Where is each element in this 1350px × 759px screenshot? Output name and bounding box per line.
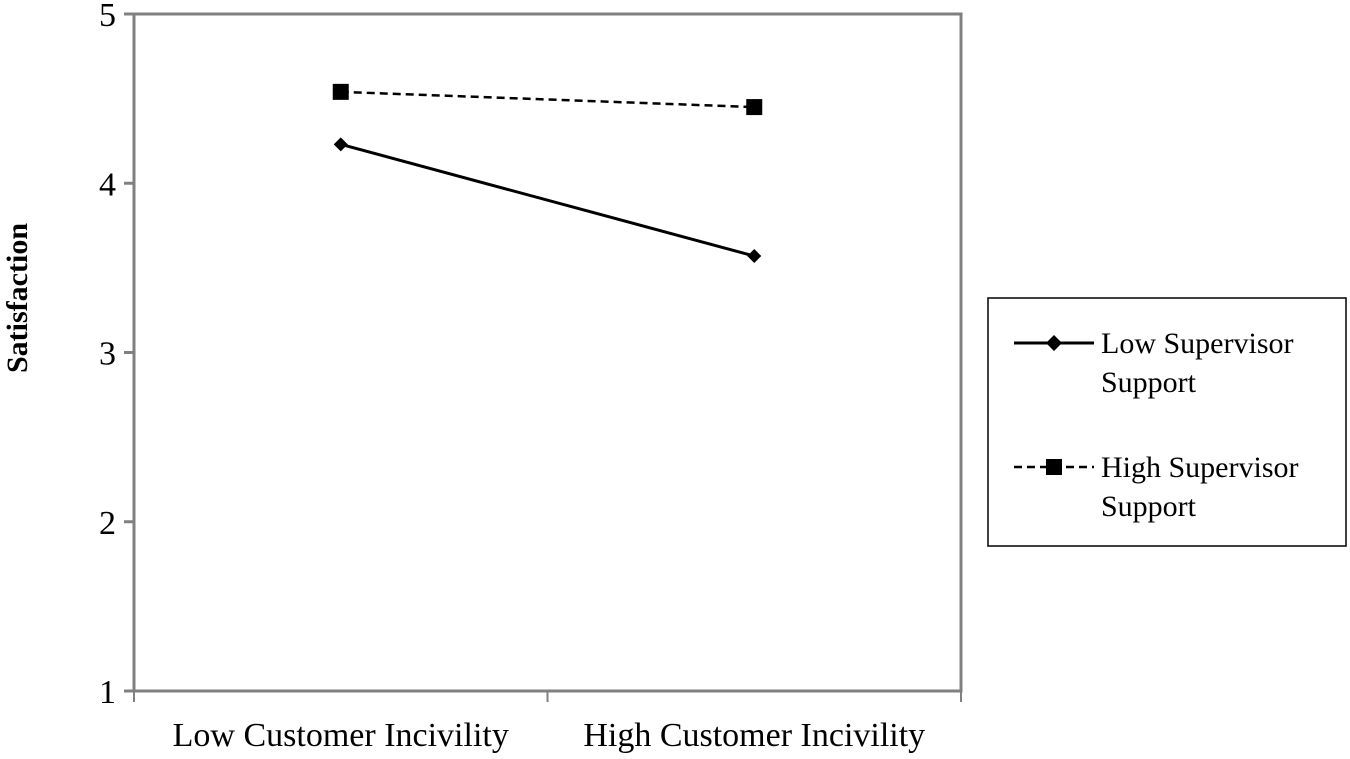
y-axis-title: Satisfaction: [1, 223, 34, 373]
series-layer: [332, 83, 763, 264]
y-tick-label: 5: [99, 0, 116, 34]
y-tick-label: 1: [99, 674, 116, 711]
legend-label-line1: High Supervisor: [1101, 451, 1299, 484]
y-tick-label: 3: [99, 336, 116, 373]
x-tick-label: High Customer Incivility: [583, 717, 925, 754]
legend-item-high-supervisor-support: High Supervisor Support: [1014, 451, 1299, 523]
series-line-low-supervisor-support: [340, 142, 755, 258]
data-point-diamond: [333, 137, 348, 152]
legend: Low Supervisor Support High Supervisor S…: [987, 297, 1347, 547]
x-tick-label: Low Customer Incivility: [173, 717, 509, 754]
data-point-square: [332, 83, 349, 100]
y-tick-label: 2: [99, 505, 116, 542]
legend-label-line2: Support: [1101, 490, 1197, 523]
y-axis-ticks: 1 2 3 4 5: [99, 0, 134, 711]
data-point-square: [746, 99, 763, 116]
data-point-diamond: [747, 249, 762, 264]
legend-box: [987, 297, 1347, 547]
plot-area: [132, 12, 963, 693]
legend-item-low-supervisor-support: Low Supervisor Support: [1014, 327, 1293, 399]
x-axis-ticks: Low Customer Incivility High Customer Inc…: [133, 691, 962, 754]
legend-label-line1: Low Supervisor: [1101, 327, 1293, 360]
legend-label-line2: Support: [1101, 366, 1197, 399]
legend-diamond-marker: [1046, 335, 1062, 351]
series-line-high-supervisor-support: [340, 90, 755, 109]
y-tick-label: 4: [99, 166, 116, 203]
legend-square-marker: [1046, 459, 1062, 475]
